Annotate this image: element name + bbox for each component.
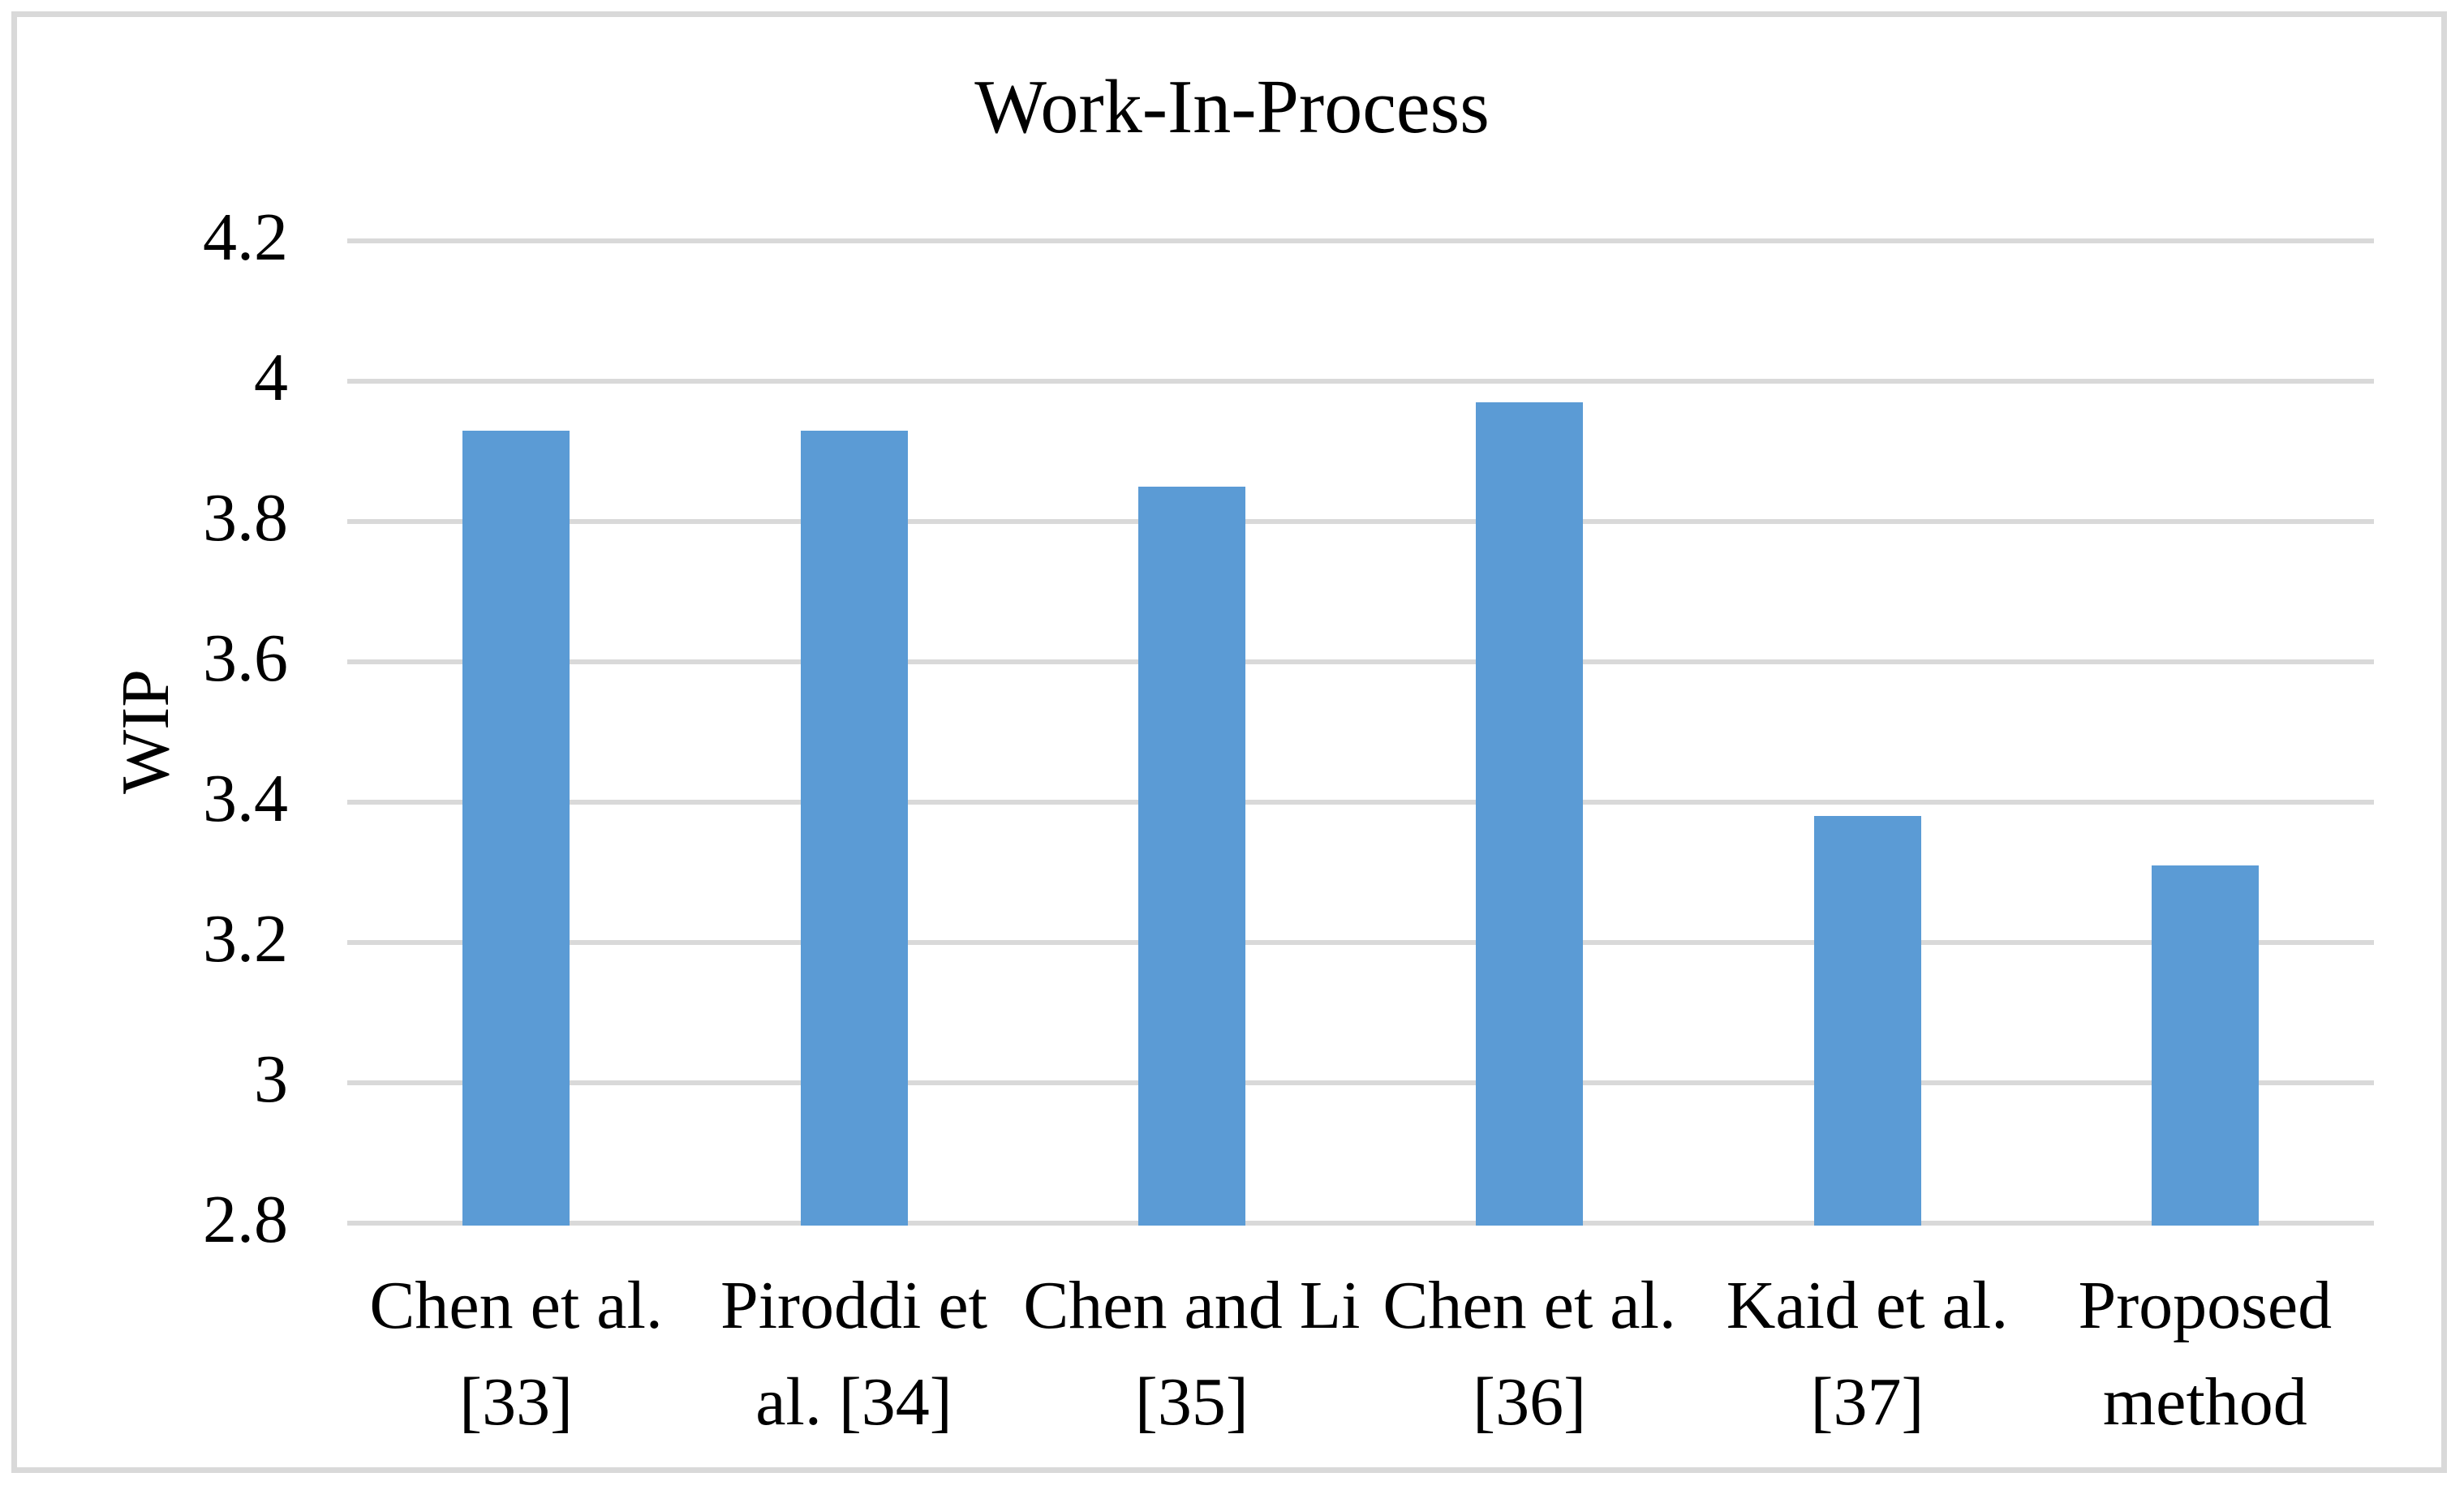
bar (1476, 401, 1584, 1226)
y-tick-label: 3.8 (203, 480, 288, 556)
y-tick-label: 2.8 (203, 1182, 288, 1257)
x-tick-label-line: al. [34] (755, 1364, 952, 1440)
x-tick-label-line: method (2102, 1364, 2307, 1440)
chart-frame-border (11, 11, 2447, 1473)
chart-title: Work-In-Process (974, 65, 1490, 149)
y-tick-label: 4 (254, 340, 288, 415)
x-tick-label-line: Chen and Li (1023, 1268, 1361, 1343)
x-tick-label: Chen and Li [35] (1001, 1257, 1383, 1450)
x-tick-label-line: Chen et al. (1383, 1268, 1676, 1343)
gridline (347, 940, 2374, 945)
x-tick-label: Chen et al. [33] (325, 1257, 707, 1450)
bar (1137, 486, 1245, 1226)
x-tick-label-line: Piroddi et (720, 1268, 987, 1343)
x-tick-label-line: [37] (1810, 1364, 1924, 1440)
x-tick-label-line: [35] (1134, 1364, 1249, 1440)
gridline (347, 238, 2374, 243)
y-tick-label: 3.4 (203, 761, 288, 836)
y-tick-label: 3.2 (203, 901, 288, 977)
gridline (347, 1080, 2374, 1085)
x-tick-label: Piroddi et al. [34] (664, 1257, 1045, 1450)
y-tick-label: 4.2 (203, 200, 288, 275)
y-tick-label: 3 (254, 1041, 288, 1117)
x-tick-label-line: Kaid et al. (1726, 1268, 2009, 1343)
y-tick-label: 3.6 (203, 620, 288, 696)
x-tick-label-line: [36] (1473, 1364, 1587, 1440)
bar (462, 430, 570, 1226)
x-tick-label: Kaid et al. [37] (1677, 1257, 2058, 1450)
x-tick-label-line: [33] (459, 1364, 574, 1440)
gridline (347, 519, 2374, 524)
bar (2151, 865, 2259, 1226)
x-tick-label-line: Proposed (2078, 1268, 2333, 1343)
bar (800, 430, 908, 1226)
gridline (347, 800, 2374, 805)
x-tick-label: Chen et al. [36] (1339, 1257, 1720, 1450)
x-tick-label: Proposed method (2015, 1257, 2396, 1450)
gridline (347, 379, 2374, 384)
x-axis-line (347, 1221, 2374, 1226)
bar (1813, 816, 1921, 1226)
gridline (347, 659, 2374, 664)
x-tick-label-line: Chen et al. (369, 1268, 663, 1343)
